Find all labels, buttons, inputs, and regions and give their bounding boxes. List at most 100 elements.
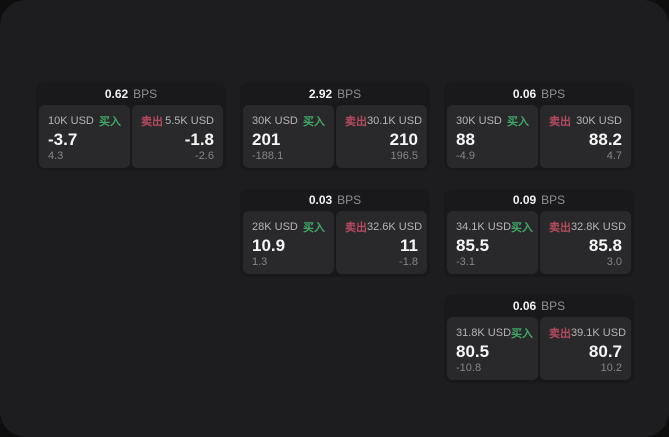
quote-cells: 31.8K USD 买入 80.5 -10.8 卖出 39.1K USD 80.…	[447, 317, 631, 380]
buy-cell[interactable]: 30K USD 买入 88 -4.9	[447, 105, 538, 168]
bps-unit-label: BPS	[541, 87, 566, 101]
sell-delta: 3.0	[606, 256, 622, 268]
quote-cells: 30K USD 买入 88 -4.9 卖出 30K USD 88.2 4.7	[447, 105, 631, 168]
buy-cell[interactable]: 30K USD 买入 201 -188.1	[243, 105, 334, 168]
bps-value: 0.09	[512, 193, 537, 207]
sell-delta: 196.5	[390, 150, 418, 162]
buy-delta: -3.1	[456, 256, 475, 268]
buy-amount: 10K USD	[48, 115, 94, 127]
sell-cell-top: 卖出 5.5K USD	[141, 113, 214, 129]
sell-delta: 10.2	[600, 362, 622, 374]
buy-label: 买入	[303, 222, 325, 234]
buy-label: 买入	[507, 116, 529, 128]
bps-value: 0.62	[104, 87, 129, 101]
buy-amount: 28K USD	[252, 221, 298, 233]
sell-delta: -2.6	[195, 150, 214, 162]
quote-card: 0.03 BPS 28K USD 买入 10.9 1.3 卖出 32.6K US…	[240, 189, 430, 277]
sell-cell-top: 卖出 32.8K USD	[549, 219, 626, 235]
bps-unit-label: BPS	[541, 193, 566, 207]
quote-cells: 30K USD 买入 201 -188.1 卖出 30.1K USD 210 1…	[243, 105, 427, 168]
bps-value: 2.92	[308, 87, 333, 101]
sell-cell[interactable]: 卖出 32.6K USD 11 -1.8	[336, 211, 427, 274]
buy-cell-top: 30K USD 买入	[252, 113, 325, 129]
sell-cell-top: 卖出 30K USD	[549, 113, 622, 129]
buy-cell-top: 34.1K USD 买入	[456, 219, 533, 235]
bps-header: 0.06 BPS	[447, 83, 631, 105]
bps-header: 0.09 BPS	[447, 189, 631, 211]
quote-card: 0.09 BPS 34.1K USD 买入 85.5 -3.1 卖出 32.8K…	[444, 189, 634, 277]
buy-label: 买入	[511, 222, 534, 234]
bps-unit-label: BPS	[337, 87, 362, 101]
bps-value: 0.03	[308, 193, 333, 207]
sell-cell[interactable]: 卖出 32.8K USD 85.8 3.0	[540, 211, 631, 274]
sell-delta: 4.7	[606, 150, 622, 162]
sell-price: 85.8	[588, 235, 622, 255]
buy-cell-top: 30K USD 买入	[456, 113, 529, 129]
quote-card: 2.92 BPS 30K USD 买入 201 -188.1 卖出 30.1K …	[240, 83, 430, 171]
sell-label: 卖出	[549, 328, 571, 340]
sell-cell-top: 卖出 39.1K USD	[549, 325, 626, 341]
sell-amount: 39.1K USD	[571, 327, 627, 339]
buy-amount: 31.8K USD	[456, 327, 512, 339]
buy-delta: 1.3	[252, 256, 268, 268]
buy-amount: 30K USD	[252, 115, 298, 127]
buy-delta: -4.9	[456, 150, 475, 162]
bps-unit-label: BPS	[541, 299, 566, 313]
sell-label: 卖出	[345, 222, 367, 234]
sell-cell[interactable]: 卖出 5.5K USD -1.8 -2.6	[132, 105, 223, 168]
buy-cell[interactable]: 34.1K USD 买入 85.5 -3.1	[447, 211, 538, 274]
buy-cell[interactable]: 31.8K USD 买入 80.5 -10.8	[447, 317, 538, 380]
quote-cells: 28K USD 买入 10.9 1.3 卖出 32.6K USD 11 -1.8	[243, 211, 427, 274]
quote-card: 0.06 BPS 30K USD 买入 88 -4.9 卖出 30K USD	[444, 83, 634, 171]
quote-card-grid: 0.62 BPS 10K USD 买入 -3.7 4.3 卖出 5.5K USD	[36, 83, 634, 383]
buy-cell[interactable]: 10K USD 买入 -3.7 4.3	[39, 105, 130, 168]
buy-label: 买入	[99, 116, 121, 128]
quote-cells: 34.1K USD 买入 85.5 -3.1 卖出 32.8K USD 85.8…	[447, 211, 631, 274]
sell-delta: -1.8	[399, 256, 418, 268]
sell-label: 卖出	[345, 116, 367, 128]
sell-label: 卖出	[549, 116, 571, 128]
bps-value: 0.06	[512, 87, 537, 101]
buy-delta: 4.3	[48, 150, 64, 162]
buy-cell-top: 31.8K USD 买入	[456, 325, 533, 341]
sell-amount: 32.8K USD	[571, 221, 627, 233]
bps-unit-label: BPS	[133, 87, 158, 101]
sell-cell-top: 卖出 32.6K USD	[345, 219, 422, 235]
quote-card: 0.06 BPS 31.8K USD 买入 80.5 -10.8 卖出 39.1…	[444, 295, 634, 383]
sell-price: 80.7	[588, 341, 622, 361]
sell-price: 88.2	[588, 129, 622, 149]
sell-price: 210	[389, 129, 418, 149]
sell-cell[interactable]: 卖出 30.1K USD 210 196.5	[336, 105, 427, 168]
sell-amount: 30K USD	[576, 115, 622, 127]
buy-price: 85.5	[456, 235, 490, 255]
bps-value: 0.06	[512, 299, 537, 313]
sell-cell[interactable]: 卖出 30K USD 88.2 4.7	[540, 105, 631, 168]
buy-cell-top: 10K USD 买入	[48, 113, 121, 129]
buy-price: -3.7	[48, 129, 78, 149]
buy-price: 10.9	[252, 235, 286, 255]
bps-header: 0.03 BPS	[243, 189, 427, 211]
sell-amount: 32.6K USD	[367, 221, 423, 233]
sell-cell[interactable]: 卖出 39.1K USD 80.7 10.2	[540, 317, 631, 380]
quote-card: 0.62 BPS 10K USD 买入 -3.7 4.3 卖出 5.5K USD	[36, 83, 226, 171]
bps-header: 0.62 BPS	[39, 83, 223, 105]
buy-cell-top: 28K USD 买入	[252, 219, 325, 235]
sell-label: 卖出	[141, 116, 163, 128]
buy-amount: 34.1K USD	[456, 221, 512, 233]
bps-unit-label: BPS	[337, 193, 362, 207]
sell-label: 卖出	[549, 222, 571, 234]
sell-cell-top: 卖出 30.1K USD	[345, 113, 422, 129]
buy-cell[interactable]: 28K USD 买入 10.9 1.3	[243, 211, 334, 274]
buy-label: 买入	[511, 328, 534, 340]
sell-price: 11	[400, 235, 418, 255]
buy-price: 80.5	[456, 341, 490, 361]
buy-delta: -188.1	[252, 150, 284, 162]
bps-header: 0.06 BPS	[447, 295, 631, 317]
quote-cells: 10K USD 买入 -3.7 4.3 卖出 5.5K USD -1.8 -2.…	[39, 105, 223, 168]
bps-header: 2.92 BPS	[243, 83, 427, 105]
buy-price: 201	[252, 129, 281, 149]
buy-delta: -10.8	[456, 362, 482, 374]
sell-amount: 30.1K USD	[367, 115, 423, 127]
buy-amount: 30K USD	[456, 115, 502, 127]
